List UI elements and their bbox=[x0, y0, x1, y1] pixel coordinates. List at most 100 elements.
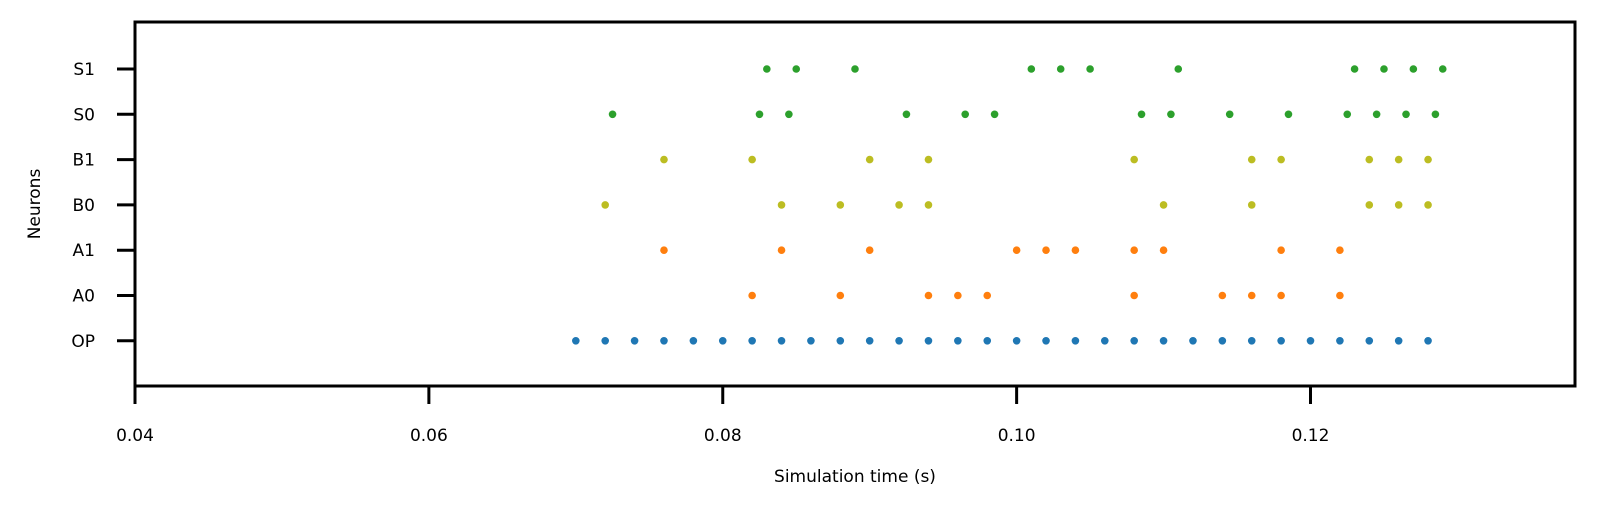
spike-point-a1 bbox=[1159, 246, 1168, 254]
spike-point-a1 bbox=[865, 246, 874, 254]
spike-point-a0 bbox=[748, 291, 756, 300]
spike-point-op bbox=[1365, 337, 1374, 345]
spike-point-a0 bbox=[1336, 291, 1344, 300]
spike-point-op bbox=[1277, 337, 1285, 345]
spike-point-op bbox=[630, 337, 639, 345]
spike-point-a0 bbox=[1247, 291, 1256, 300]
x-tick-label: 0.12 bbox=[1292, 426, 1330, 446]
spike-point-op bbox=[836, 337, 845, 345]
spike-point-s0 bbox=[961, 110, 970, 119]
spike-point-a1 bbox=[777, 246, 786, 254]
spike-point-s0 bbox=[1284, 110, 1293, 119]
spike-point-s1 bbox=[1438, 65, 1447, 73]
spike-point-b1 bbox=[748, 155, 756, 164]
spike-point-s0 bbox=[755, 110, 764, 119]
spike-points bbox=[572, 65, 1447, 345]
spike-point-a0 bbox=[1277, 291, 1285, 300]
spike-point-a0 bbox=[983, 291, 992, 300]
y-tick-label-b0: B0 bbox=[73, 196, 95, 216]
spike-point-s0 bbox=[1137, 110, 1146, 119]
y-tick-label-s1: S1 bbox=[73, 60, 95, 80]
spike-point-op bbox=[983, 337, 992, 345]
spike-point-op bbox=[807, 337, 815, 345]
spike-point-op bbox=[660, 337, 668, 345]
spike-point-b0 bbox=[1365, 201, 1374, 209]
spike-point-op bbox=[1071, 337, 1080, 345]
spike-point-op bbox=[777, 337, 786, 345]
spike-point-s0 bbox=[1372, 110, 1381, 119]
spike-point-op bbox=[1394, 337, 1403, 345]
spike-point-s1 bbox=[763, 65, 771, 73]
spike-point-op bbox=[689, 337, 698, 345]
y-tick-label-a1: A1 bbox=[73, 241, 95, 261]
spike-point-b0 bbox=[777, 201, 786, 209]
spike-point-a1 bbox=[1012, 246, 1021, 254]
spike-point-op bbox=[1100, 337, 1109, 345]
spike-point-op bbox=[601, 337, 610, 345]
spike-point-a1 bbox=[1336, 246, 1344, 254]
x-axis-ticks: 0.04 0.06 0.08 0.10 0.12 bbox=[116, 386, 1329, 446]
y-tick-label-b1: B1 bbox=[73, 151, 95, 171]
spike-point-b0 bbox=[1394, 201, 1403, 209]
spike-point-s0 bbox=[1402, 110, 1410, 119]
spike-point-a0 bbox=[954, 291, 962, 300]
spike-point-s1 bbox=[1350, 65, 1359, 73]
spike-point-b0 bbox=[1424, 201, 1432, 209]
spike-point-a1 bbox=[1130, 246, 1138, 254]
spike-point-a1 bbox=[660, 246, 668, 254]
spike-point-b1 bbox=[1247, 155, 1256, 164]
spike-point-b0 bbox=[1159, 201, 1168, 209]
y-axis-ticks: OP A0 A1 B0 B1 S0 S1 bbox=[71, 60, 135, 352]
spike-point-b0 bbox=[924, 201, 933, 209]
spike-point-s1 bbox=[1027, 65, 1036, 73]
spike-point-op bbox=[1247, 337, 1256, 345]
y-tick-label-a0: A0 bbox=[73, 287, 95, 307]
spike-point-op bbox=[1130, 337, 1138, 345]
spike-point-op bbox=[748, 337, 756, 345]
spike-point-s1 bbox=[1086, 65, 1094, 73]
spike-point-op bbox=[1042, 337, 1050, 345]
spike-point-op bbox=[954, 337, 962, 345]
spike-point-s0 bbox=[902, 110, 911, 119]
spike-point-a1 bbox=[1277, 246, 1285, 254]
spike-point-s0 bbox=[1167, 110, 1175, 119]
spike-point-op bbox=[572, 337, 580, 345]
spike-point-b1 bbox=[1130, 155, 1138, 164]
spike-point-s0 bbox=[1343, 110, 1352, 119]
spike-point-s1 bbox=[1380, 65, 1388, 73]
spike-point-op bbox=[865, 337, 874, 345]
x-tick-label: 0.06 bbox=[410, 426, 448, 446]
spike-point-b0 bbox=[836, 201, 845, 209]
spike-point-op bbox=[1218, 337, 1227, 345]
spike-point-b1 bbox=[1394, 155, 1403, 164]
spike-point-a0 bbox=[1130, 291, 1138, 300]
spike-point-op bbox=[1336, 337, 1344, 345]
spike-point-a1 bbox=[1071, 246, 1080, 254]
spike-point-op bbox=[895, 337, 903, 345]
spike-point-b0 bbox=[1247, 201, 1256, 209]
spike-point-op bbox=[1012, 337, 1021, 345]
spike-point-a1 bbox=[1042, 246, 1050, 254]
spike-point-b0 bbox=[601, 201, 610, 209]
x-axis-label: Simulation time (s) bbox=[774, 467, 936, 487]
spike-point-b1 bbox=[1365, 155, 1374, 164]
spike-point-b1 bbox=[1424, 155, 1432, 164]
spike-point-b1 bbox=[660, 155, 668, 164]
spike-point-s1 bbox=[1056, 65, 1065, 73]
spike-point-s0 bbox=[1225, 110, 1234, 119]
spike-point-a0 bbox=[836, 291, 845, 300]
spike-point-b1 bbox=[1277, 155, 1285, 164]
x-tick-label: 0.08 bbox=[704, 426, 742, 446]
spike-point-op bbox=[718, 337, 727, 345]
spike-point-b1 bbox=[924, 155, 933, 164]
y-axis-label: Neurons bbox=[25, 169, 45, 240]
spike-point-s1 bbox=[851, 65, 859, 73]
spike-point-op bbox=[1424, 337, 1432, 345]
spike-point-b0 bbox=[895, 201, 903, 209]
spike-point-a0 bbox=[924, 291, 933, 300]
spike-point-op bbox=[1306, 337, 1315, 345]
spike-point-s0 bbox=[990, 110, 999, 119]
x-tick-label: 0.10 bbox=[998, 426, 1036, 446]
y-tick-label-s0: S0 bbox=[73, 105, 95, 125]
